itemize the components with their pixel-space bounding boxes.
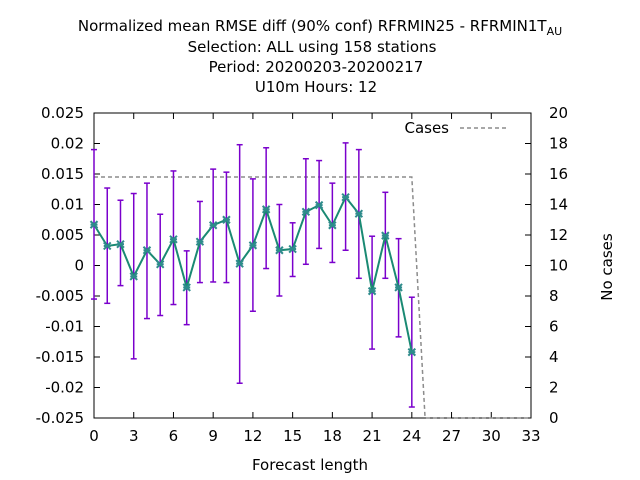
data-point — [288, 244, 297, 254]
legend: Cases — [404, 119, 506, 137]
cases-series — [94, 176, 531, 419]
title-line-4: U10m Hours: 12 — [255, 78, 377, 96]
rmse-diff-series — [89, 192, 417, 357]
data-point — [354, 209, 364, 218]
y-tick-label: -0.025 — [36, 409, 84, 427]
y-tick-label: -0.005 — [36, 287, 84, 305]
y-tick-label: -0.015 — [36, 348, 84, 366]
x-tick-label: 6 — [169, 427, 179, 445]
x-tick-label: 18 — [323, 427, 342, 445]
x-tick-label: 24 — [402, 427, 421, 445]
y2-tick-label: 12 — [549, 226, 568, 244]
chart-title: Normalized mean RMSE diff (90% conf) RFR… — [78, 17, 562, 96]
data-point — [407, 347, 417, 357]
data-point — [275, 246, 284, 255]
data-point — [314, 200, 324, 210]
y2-tick-label: 20 — [549, 104, 568, 122]
title-line-2: Selection: ALL using 158 stations — [188, 38, 437, 56]
data-point — [195, 237, 205, 246]
y2-tick-label: 8 — [549, 287, 559, 305]
x-tick-label: 9 — [208, 427, 218, 445]
x-tick-label: 33 — [521, 427, 540, 445]
data-point — [381, 231, 390, 240]
y-tick-label: 0.015 — [41, 165, 84, 183]
x-tick-label: 0 — [89, 427, 99, 445]
title-line-3: Period: 20200203-20200217 — [209, 58, 424, 76]
y-tick-label: 0.005 — [41, 226, 84, 244]
data-point — [261, 205, 271, 214]
y2-tick-label: 16 — [549, 165, 568, 183]
y-tick-label: 0.025 — [41, 104, 84, 122]
cases-line — [94, 176, 531, 419]
y-tick-label: 0.02 — [51, 135, 84, 153]
data-point — [301, 207, 311, 217]
x-tick-label: 21 — [363, 427, 382, 445]
data-point — [394, 283, 403, 292]
error-bars — [91, 142, 415, 408]
data-point — [341, 192, 350, 202]
data-point — [103, 241, 112, 251]
y2-tick-label: 18 — [549, 135, 568, 153]
y2-tick-label: 0 — [549, 409, 559, 427]
x-tick-label: 27 — [442, 427, 461, 445]
y2-tick-label: 6 — [549, 318, 559, 336]
data-point — [222, 215, 231, 224]
data-point — [248, 241, 258, 250]
y2-axis-label: No cases — [598, 233, 616, 301]
x-tick-label: 3 — [129, 427, 139, 445]
y-tick-label: 0.01 — [51, 196, 84, 214]
data-point — [142, 246, 152, 255]
data-point — [129, 272, 138, 281]
y2-tick-label: 14 — [549, 196, 568, 214]
x-tick-label: 12 — [243, 427, 262, 445]
data-point — [89, 220, 99, 229]
y2-tick-label: 10 — [549, 257, 568, 275]
y2-tick-label: 2 — [549, 379, 559, 397]
data-point — [235, 259, 244, 268]
x-tick-label: 15 — [283, 427, 302, 445]
data-point — [328, 221, 337, 230]
y2-tick-label: 4 — [549, 348, 559, 366]
data-point — [367, 286, 377, 296]
legend-label: Cases — [404, 119, 449, 137]
y-tick-label: 0 — [74, 257, 84, 275]
x-tick-label: 30 — [482, 427, 501, 445]
x-axis-label: Forecast length — [252, 456, 368, 474]
data-point — [182, 283, 191, 292]
axes: 0 3 6 9 12 15 18 21 24 27 30 33-0.025-0.02-0.015-0.… — [36, 104, 568, 445]
title-line-1: Normalized mean RMSE diff (90% conf) RFR… — [78, 17, 562, 38]
y-tick-label: -0.02 — [45, 379, 84, 397]
data-point — [156, 260, 165, 269]
data-point — [116, 239, 125, 249]
data-point — [169, 235, 178, 244]
y-tick-label: -0.01 — [45, 318, 84, 336]
data-point — [208, 221, 218, 230]
